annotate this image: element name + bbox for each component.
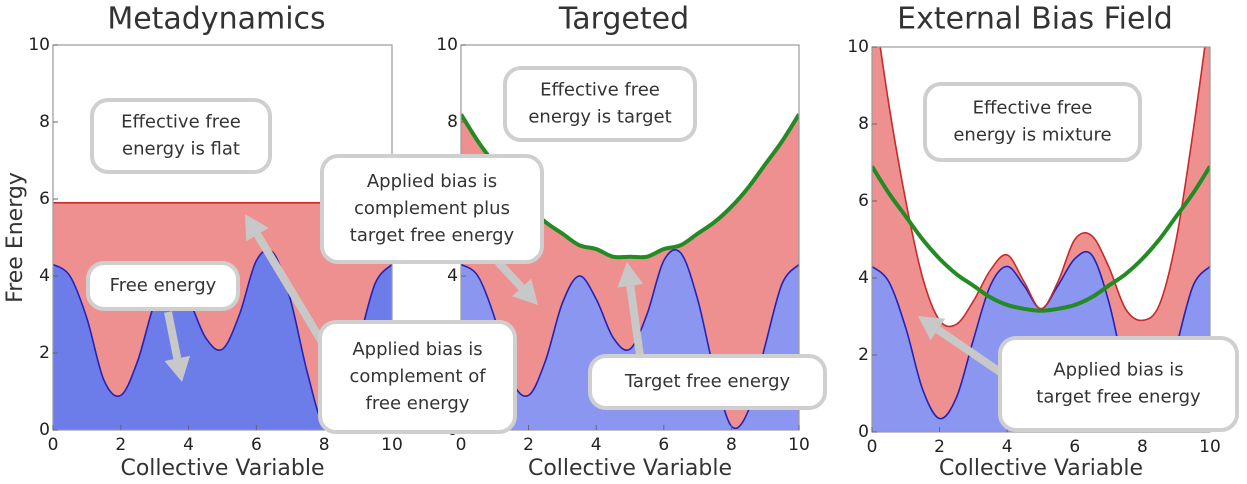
annotation-text: target free energy — [1036, 387, 1201, 408]
panel: 0 2 4 6 8 10 0 2 4 6 8 10 Metadynamics Collective Var… — [3, 2, 403, 482]
arrow-shaft — [495, 259, 525, 291]
arrow-head — [617, 262, 644, 288]
annotation-text: free energy — [366, 393, 470, 414]
chart-title: Metadynamics — [107, 2, 325, 37]
annotation-box — [320, 154, 544, 264]
annotation: Effective free energy is target — [503, 66, 697, 142]
y-tick-label: 4 — [39, 266, 50, 286]
y-tick-label: 2 — [39, 343, 50, 363]
x-tick-label: 4 — [1002, 437, 1013, 457]
x-tick-label: 6 — [1069, 437, 1080, 457]
annotation-text: target free energy — [350, 225, 515, 246]
y-tick-label: 2 — [858, 345, 869, 365]
x-tick-label: 8 — [1137, 437, 1148, 457]
target-curve — [872, 165, 1210, 313]
y-tick-label: 4 — [447, 266, 458, 286]
y-tick-label: 8 — [447, 112, 458, 132]
annotation-box — [318, 320, 517, 434]
x-tick-label: 0 — [456, 435, 467, 455]
annotation-text: complement of — [349, 366, 486, 387]
x-tick-label: 8 — [726, 435, 737, 455]
annotation: Applied bias is complement plus target fre… — [320, 154, 544, 264]
annotation: Applied bias is target free energy — [998, 336, 1239, 432]
chart-title: Targeted — [558, 2, 689, 37]
annotation: Target free energy — [588, 354, 827, 410]
annotation-text: Effective free — [540, 80, 660, 101]
area-edge — [879, 47, 1206, 328]
arrow-shaft — [253, 232, 326, 345]
annotation: Free energy — [86, 261, 240, 311]
arrow-head — [512, 278, 538, 305]
annotation-text: Free energy — [110, 275, 217, 296]
annotation-text: Effective free — [973, 98, 1093, 119]
y-tick-label: 10 — [28, 35, 50, 55]
y-axis-label: Free Energy — [3, 172, 28, 303]
y-tick-label: 4 — [858, 268, 869, 288]
annotation-box — [86, 261, 240, 311]
arrow-shaft — [164, 311, 182, 360]
x-tick-label: 2 — [934, 437, 945, 457]
y-tick-label: 8 — [39, 112, 50, 132]
x-tick-label: 8 — [319, 435, 330, 455]
x-tick-label: 2 — [115, 435, 126, 455]
plot-area — [53, 202, 392, 430]
annotation-text: energy is target — [528, 107, 671, 128]
annotation-text: Target free energy — [624, 371, 791, 392]
annotation-text: Applied bias is — [352, 339, 482, 360]
y-tick-label: 8 — [858, 114, 869, 134]
x-tick-label: 0 — [867, 437, 878, 457]
y-tick-label: 6 — [858, 191, 869, 211]
annotation-text: energy is mixture — [953, 125, 1111, 146]
annotation: Effective free energy is mixture — [923, 82, 1142, 162]
area — [53, 249, 392, 430]
y-tick-label: 10 — [847, 37, 869, 57]
x-tick-label: 0 — [48, 435, 59, 455]
annotation-text: energy is flat — [122, 139, 240, 160]
x-axis-label: Collective Variable — [939, 456, 1143, 481]
arrow-head — [245, 214, 269, 242]
annotation-box — [998, 336, 1239, 432]
annotation-box — [90, 98, 272, 174]
x-tick-label: 10 — [1199, 437, 1221, 457]
y-tick-label: 6 — [39, 189, 50, 209]
x-axis-label: Collective Variable — [120, 456, 324, 481]
annotation-text: Effective free — [121, 112, 241, 133]
y-tick-label: 10 — [436, 35, 458, 55]
x-tick-label: 10 — [381, 435, 403, 455]
annotation-text: complement plus — [354, 198, 510, 219]
arrow-shaft — [935, 326, 1003, 376]
y-tick-label: 0 — [858, 422, 869, 442]
chart-title: External Bias Field — [897, 2, 1173, 37]
annotation-box — [503, 66, 697, 142]
annotation: Applied bias is complement of free energy — [318, 320, 517, 434]
x-tick-label: 6 — [658, 435, 669, 455]
x-axis-label: Collective Variable — [528, 456, 732, 481]
annotation-text: Applied bias is — [367, 171, 497, 192]
arrow-head — [164, 355, 191, 382]
annotation-text: Applied bias is — [1053, 360, 1183, 381]
x-tick-label: 6 — [251, 435, 262, 455]
annotation-box — [923, 82, 1142, 162]
annotation: Effective free energy is flat — [90, 98, 272, 174]
area — [872, 47, 1210, 431]
x-tick-label: 10 — [788, 435, 810, 455]
x-tick-label: 2 — [523, 435, 534, 455]
y-tick-label: 0 — [39, 420, 50, 440]
arrow-head — [918, 316, 946, 341]
x-tick-label: 4 — [591, 435, 602, 455]
annotation-box — [588, 354, 827, 410]
x-tick-label: 4 — [183, 435, 194, 455]
arrow-shaft — [626, 285, 644, 357]
arrows — [164, 214, 1003, 382]
